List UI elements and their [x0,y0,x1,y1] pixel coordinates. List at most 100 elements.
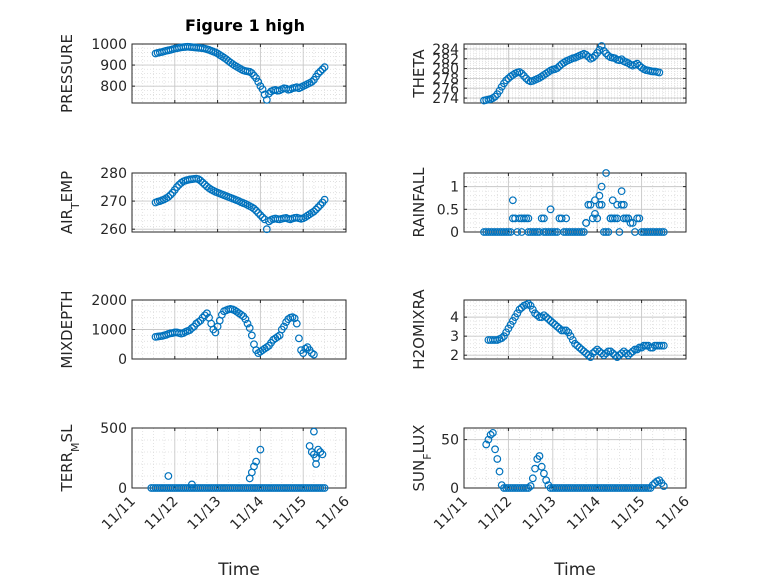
y-tick-label: 280 [432,62,459,78]
axes-box [131,43,347,104]
data-point [633,345,642,354]
data-point [551,320,559,329]
data-point [626,349,635,358]
data-point [540,469,548,478]
data-point [318,484,327,492]
data-point [537,462,546,471]
data-point [619,200,628,209]
data-point [608,196,617,205]
data-point [571,339,579,348]
y-tick-label: 1000 [91,323,127,339]
y-tick-label: 278 [432,71,459,87]
data-point [659,228,668,236]
y-axis-label: SUNFLUX [410,425,434,492]
y-axis-label: RAINFALL [410,167,428,238]
data-point [599,46,608,55]
data-point [615,228,624,236]
scatter-series [151,174,329,234]
data-point [486,430,495,439]
scatter-series [480,169,668,236]
y-tick-label: 270 [100,194,127,210]
data-point [595,46,604,54]
data-point [273,332,282,341]
data-point [312,460,320,468]
data-point [504,228,513,236]
data-point [591,196,599,205]
data-point [573,341,582,350]
data-point [586,353,595,361]
data-point [628,219,637,227]
data-point [495,86,504,95]
scatter-series [480,42,664,105]
data-point [602,169,610,177]
data-point [515,305,524,314]
y-tick-label: 282 [432,52,459,68]
data-point [316,201,325,209]
subplot-5: 0 1000 2000 MIXDEPTH [58,290,347,369]
y-axis-label: THETA [410,49,428,99]
data-point [513,309,522,318]
data-point [310,350,318,359]
y-tick-label: 0 [118,352,127,368]
data-point [265,217,273,226]
data-point [256,211,265,220]
data-point [642,484,650,492]
data-point [577,228,586,236]
data-point [522,484,531,492]
data-point [604,228,613,236]
data-point [292,319,301,328]
data-point [562,326,571,335]
data-point [540,214,548,223]
data-point [164,192,173,201]
data-point [575,228,584,236]
data-point [593,214,602,223]
data-point [524,214,533,223]
data-point [659,482,668,490]
data-point [482,440,491,449]
data-point [310,207,318,216]
subplot-1: 800 900 1000 PRESSURE [58,34,347,113]
data-point [314,69,323,78]
data-point [531,309,539,318]
x-axis-label: Time [217,560,260,580]
data-point [613,353,622,361]
data-point [628,347,637,356]
axes-box [463,172,687,233]
data-point [517,69,526,78]
data-point [564,328,573,337]
data-point [511,313,519,322]
axes-box [463,43,687,104]
data-point [595,200,604,209]
data-point [173,183,181,191]
data-point [188,480,196,489]
data-point [241,315,250,324]
data-point [599,228,608,236]
data-point [659,341,668,350]
y-tick-label: 280 [100,166,127,182]
data-point [602,228,610,236]
data-point [318,450,327,459]
data-point [312,454,320,462]
data-point [577,345,586,354]
data-point [245,324,254,332]
scatter-series [151,42,329,104]
data-point [502,328,511,337]
data-point [318,65,327,74]
data-point [617,187,626,196]
data-point [557,214,566,223]
data-point [491,445,499,454]
data-point [584,351,593,360]
data-point [579,228,588,236]
data-point [194,318,203,327]
data-point [566,332,575,341]
data-point [617,200,626,209]
data-point [622,214,630,223]
data-point [237,310,246,319]
data-point [316,67,325,76]
data-point [252,457,261,466]
y-axis-label: MIXDEPTH [58,290,76,368]
data-point [262,225,271,234]
data-point [591,209,599,218]
subplot-4: 0 0.5 1 RAINFALL [410,167,687,241]
data-point [526,301,535,310]
